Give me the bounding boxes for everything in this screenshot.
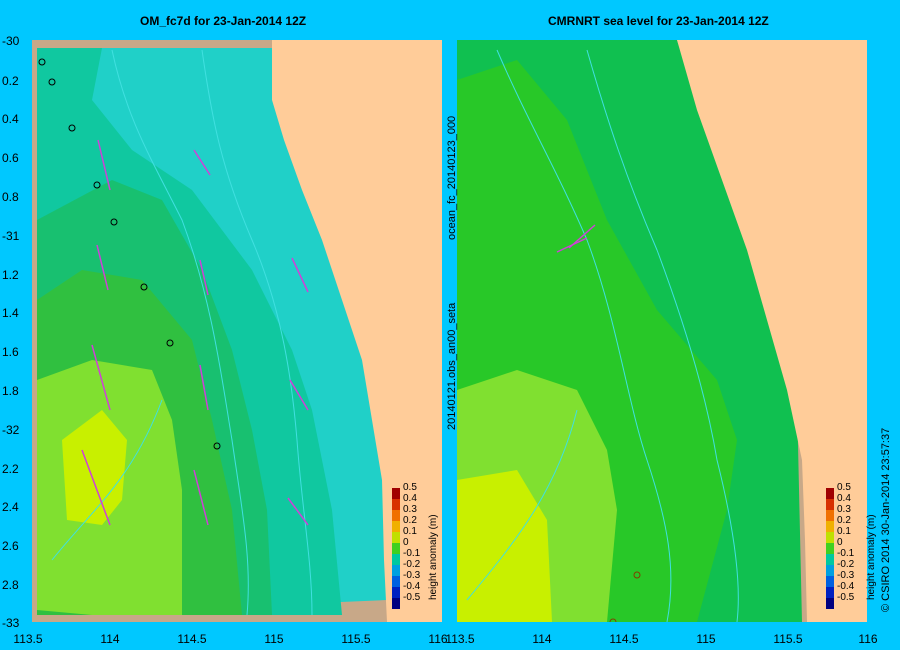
colorbar-segment [826, 521, 834, 532]
y-tick-label: -31 [2, 229, 20, 243]
x-tick-label: 114 [100, 632, 120, 646]
colorbar-tick: 0 [837, 537, 843, 548]
colorbar-segment [392, 521, 400, 532]
colorbar-segment [392, 554, 400, 565]
y-tick-label: 1.6 [2, 345, 19, 359]
colorbar-tick: -0.1 [403, 548, 421, 559]
x-tick-label: 114.5 [609, 632, 639, 646]
right-map-svg [457, 40, 867, 622]
side-label-bottom: 20140121.obs_an00_seta [446, 302, 458, 430]
y-tick-label: -32 [2, 423, 20, 437]
colorbar-tick: -0.1 [837, 548, 855, 559]
side-label-top: ocean_fc_20140123_000 [446, 115, 458, 240]
y-tick-label: 0.6 [2, 151, 19, 165]
colorbar-segment [392, 576, 400, 587]
colorbar-tick: -0.5 [837, 592, 855, 603]
x-tick-label: 114 [532, 632, 552, 646]
station-markers [609, 571, 641, 622]
anomaly-high-region [62, 410, 127, 525]
colorbar-tick: -0.3 [403, 570, 421, 581]
land-area [677, 40, 867, 622]
x-tick-label: 115.5 [773, 632, 803, 646]
x-tick-label: 113.5 [445, 632, 475, 646]
x-tick-label: 113.5 [13, 632, 43, 646]
colorbar-tick: 0 [403, 537, 409, 548]
left-map-svg [32, 40, 442, 622]
x-tick-label: 116 [858, 632, 878, 646]
colorbar-segment [826, 598, 834, 609]
colorbar-tick: -0.3 [837, 570, 855, 581]
y-tick-label: 2.8 [2, 578, 19, 592]
bathymetry-contours [466, 49, 739, 622]
colorbar-segment [392, 532, 400, 543]
colorbar-segment [826, 488, 834, 499]
colorbar-segment [826, 587, 834, 598]
colorbar-tick: -0.2 [837, 559, 855, 570]
y-tick-label: 2.2 [2, 462, 19, 476]
left-map-panel[interactable] [32, 40, 442, 622]
land-area [272, 40, 442, 622]
x-tick-label: 115 [264, 632, 284, 646]
colorbar-tick: -0.4 [403, 581, 421, 592]
copyright-text: © CSIRO 2014 30-Jan-2014 23:57:37 [880, 427, 892, 612]
colorbar-tick: 0.3 [403, 504, 417, 515]
colorbar-segment [826, 543, 834, 554]
colorbar-segment [826, 554, 834, 565]
y-tick-label: 1.4 [2, 306, 19, 320]
colorbar-segment [392, 488, 400, 499]
colorbar-segment [392, 499, 400, 510]
colorbar-segment [392, 598, 400, 609]
colorbar-tick: 0.1 [403, 526, 417, 537]
station-markers [38, 58, 221, 450]
colorbar-tick: 0.2 [403, 515, 417, 526]
colorbar-tick: 0.3 [837, 504, 851, 515]
y-tick-label: -30 [2, 34, 20, 48]
colorbar-tick: -0.4 [837, 581, 855, 592]
colorbar-right-label: height anomaly (m) [866, 514, 877, 600]
colorbar-segment [826, 499, 834, 510]
colorbar-segment [392, 510, 400, 521]
colorbar-tick: 0.5 [403, 482, 417, 493]
right-map-panel[interactable] [457, 40, 867, 622]
y-tick-label: 0.2 [2, 74, 19, 88]
y-tick-label: 2.6 [2, 539, 19, 553]
x-tick-label: 115 [696, 632, 716, 646]
bathymetry-contours [51, 49, 313, 616]
y-tick-label: 1.8 [2, 384, 19, 398]
colorbar-tick: -0.5 [403, 592, 421, 603]
right-panel-title: CMRNRT sea level for 23-Jan-2014 12Z [548, 14, 769, 28]
x-tick-label: 116 [428, 632, 448, 646]
current-arrows [81, 139, 309, 526]
colorbar-tick: 0.1 [837, 526, 851, 537]
y-tick-label: 2.4 [2, 500, 19, 514]
x-tick-label: 114.5 [177, 632, 207, 646]
colorbar-tick: 0.4 [837, 493, 851, 504]
y-tick-label: 1.2 [2, 268, 19, 282]
colorbar-segment [826, 532, 834, 543]
x-tick-label: 115.5 [341, 632, 371, 646]
colorbar-segment [826, 510, 834, 521]
left-panel-title: OM_fc7d for 23-Jan-2014 12Z [140, 14, 307, 28]
colorbar-segment [392, 565, 400, 576]
colorbar-left-label: height anomaly (m) [428, 514, 439, 600]
colorbar-tick: 0.4 [403, 493, 417, 504]
colorbar-tick: -0.2 [403, 559, 421, 570]
colorbar-left: 0.5 0.4 0.3 0.2 0.1 0 -0.1 -0.2 -0.3 -0.… [392, 483, 440, 609]
colorbar-segment [392, 587, 400, 598]
colorbar-segment [826, 576, 834, 587]
colorbar-segment [392, 543, 400, 554]
colorbar-tick: 0.5 [837, 482, 851, 493]
colorbar-tick: 0.2 [837, 515, 851, 526]
colorbar-right: 0.5 0.4 0.3 0.2 0.1 0 -0.1 -0.2 -0.3 -0.… [826, 483, 874, 609]
y-tick-label: -33 [2, 616, 20, 630]
current-arrows [556, 224, 596, 253]
y-tick-label: 0.4 [2, 112, 19, 126]
y-tick-label: 0.8 [2, 190, 19, 204]
colorbar-segment [826, 565, 834, 576]
